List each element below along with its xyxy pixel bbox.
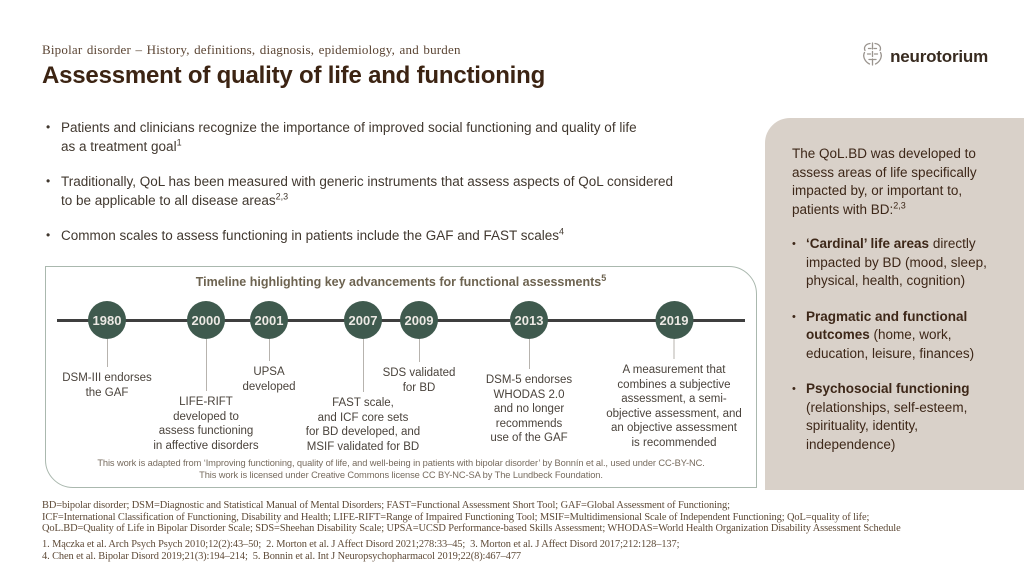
- reference-superscript: 1: [176, 137, 182, 148]
- bullet-text: Traditionally, QoL has been measured wit…: [61, 174, 674, 208]
- license-footnote: This work is adapted from ‘Improving fun…: [97, 458, 705, 480]
- sidebar-list: ‘Cardinal’ life areas directly impacted …: [792, 235, 1006, 454]
- timeline-event-2001: 2001 UPSA developed: [224, 301, 314, 394]
- bullet-text: Common scales to assess functioning in p…: [61, 228, 560, 243]
- year-marker: 2001: [250, 301, 288, 339]
- reference-superscript: 5: [601, 272, 607, 283]
- sidebar-intro: The QoL.BD was developed to assess areas…: [792, 145, 1006, 219]
- bullet-marker: [792, 380, 806, 454]
- sidebar-item-lead: ‘Cardinal’ life areas: [806, 236, 930, 251]
- event-label: FAST scale, and ICF core sets for BD dev…: [305, 397, 421, 453]
- reference-superscript: 2,3: [893, 200, 906, 210]
- timeline-title: Timeline highlighting key advancements f…: [46, 272, 756, 289]
- year-marker: 2007: [344, 301, 382, 339]
- sidebar-intro-text: The QoL.BD was developed to assess areas…: [792, 146, 977, 217]
- sidebar-item-lead: Psychosocial functioning: [806, 381, 970, 396]
- year-marker: 2000: [187, 301, 225, 339]
- timeline-event-2013: 2013 DSM-5 endorses WHODAS 2.0 and no lo…: [464, 301, 594, 446]
- bullet-marker: [46, 118, 61, 156]
- references-footnote: 1. Mączka et al. Arch Psych Psych 2010;1…: [42, 539, 680, 562]
- sidebar-item-psychosocial-functioning: Psychosocial functioning (relationships,…: [792, 380, 1006, 454]
- timeline-event-2009: 2009 SDS validated for BD: [364, 301, 474, 395]
- year-marker: 1980: [88, 301, 126, 339]
- bullet-text: Patients and clinicians recognize the im…: [61, 120, 637, 154]
- reference-superscript: 4: [559, 226, 565, 237]
- event-label: SDS validated for BD: [382, 367, 456, 394]
- abbreviations-footnote: BD=bipolar disorder; DSM=Diagnostic and …: [42, 500, 901, 535]
- bullet-marker: [46, 172, 61, 210]
- sidebar-item-detail: directly impacted by BD (mood, sleep, ph…: [806, 236, 987, 288]
- sidebar-item-detail: (home, work, education, leisure, finance…: [806, 327, 975, 361]
- connector-line: [106, 339, 108, 367]
- timeline-event-2019: 2019 A measurement that combines a subje…: [582, 301, 767, 451]
- event-label: DSM-III endorses the GAF: [62, 372, 152, 399]
- bullet-marker: [46, 226, 61, 245]
- logo: neurotorium: [860, 40, 988, 73]
- sidebar-item-cardinal-life-areas: ‘Cardinal’ life areas directly impacted …: [792, 235, 1006, 291]
- year-marker: 2009: [400, 301, 438, 339]
- sidebar-item-detail: (relationships, self-esteem, spiritualit…: [806, 399, 968, 452]
- connector-line: [268, 339, 270, 361]
- bullet-item: Patients and clinicians recognize the im…: [46, 118, 752, 156]
- year-marker: 2013: [510, 301, 548, 339]
- timeline-title-text: Timeline highlighting key advancements f…: [195, 275, 602, 289]
- connector-line: [362, 339, 364, 392]
- sidebar-item-pragmatic-outcomes: Pragmatic and functional outcomes (home,…: [792, 308, 1006, 364]
- connector-line: [418, 339, 420, 362]
- page-title: Assessment of quality of life and functi…: [42, 62, 546, 89]
- breadcrumb: Bipolar disorder – History, definitions,…: [42, 42, 461, 57]
- bullet-marker: [792, 235, 806, 291]
- connector-line: [205, 339, 207, 391]
- bullet-item: Traditionally, QoL has been measured wit…: [46, 172, 752, 210]
- connector-line: [673, 339, 675, 359]
- bullet-marker: [792, 308, 806, 364]
- connector-line: [528, 339, 530, 369]
- sidebar-item-lead: Pragmatic and functional outcomes: [806, 308, 968, 343]
- timeline-event-1980: 1980 DSM-III endorses the GAF: [42, 301, 172, 400]
- logo-text: neurotorium: [890, 46, 988, 66]
- reference-superscript: 2,3: [275, 191, 289, 202]
- event-label: A measurement that combines a subjective…: [606, 364, 742, 449]
- timeline-event-2007: 2007 FAST scale, and ICF core sets for B…: [283, 301, 443, 454]
- event-label: DSM-5 endorses WHODAS 2.0 and no longer …: [485, 374, 573, 445]
- timeline-event-2000: 2000 LIFE-RIFT developed to assess funct…: [131, 301, 281, 453]
- event-label: LIFE-RIFT developed to assess functionin…: [153, 396, 259, 452]
- brain-icon: [860, 40, 885, 73]
- bullet-list: Patients and clinicians recognize the im…: [46, 118, 752, 261]
- bullet-item: Common scales to assess functioning in p…: [46, 226, 752, 245]
- event-label: UPSA developed: [242, 366, 296, 393]
- qolbd-sidebar: The QoL.BD was developed to assess areas…: [765, 118, 1024, 490]
- timeline-panel: Timeline highlighting key advancements f…: [45, 266, 757, 488]
- year-marker: 2019: [655, 301, 693, 339]
